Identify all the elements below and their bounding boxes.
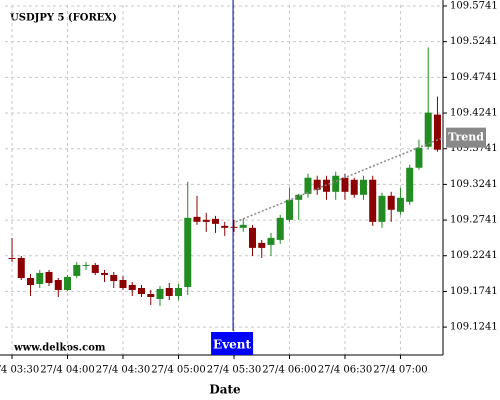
- event-label: Event: [213, 338, 251, 352]
- candle-body: [184, 217, 192, 287]
- y-tick-label: 109.3741: [450, 143, 498, 154]
- candle-body: [332, 175, 340, 192]
- y-tick-label: 109.4241: [450, 108, 498, 119]
- candle-body: [387, 195, 395, 210]
- candle-body: [156, 288, 164, 299]
- candle-body: [378, 195, 386, 222]
- candle-body: [267, 237, 275, 245]
- candle-body: [369, 179, 377, 222]
- candle-body: [138, 287, 146, 294]
- candle-body: [415, 147, 423, 168]
- y-tick-label: 109.3241: [450, 179, 498, 190]
- candle-body: [54, 280, 62, 290]
- candle-body: [239, 224, 247, 228]
- event-box: [211, 332, 254, 355]
- candle-body: [359, 179, 367, 195]
- candle-body: [101, 272, 109, 275]
- x-tick-label: 27/4 06:00: [262, 365, 316, 376]
- trend-box: [446, 127, 486, 148]
- candle-body: [128, 285, 136, 290]
- candle-body: [424, 112, 432, 147]
- y-tick-label: 109.5741: [450, 0, 498, 11]
- candle-body: [110, 274, 118, 282]
- candle-body: [202, 219, 210, 222]
- candle-body: [64, 276, 72, 290]
- candle-body: [193, 216, 201, 222]
- x-tick-label: 27/4 04:00: [40, 365, 94, 376]
- candle-body: [406, 167, 414, 202]
- candle-body: [350, 179, 358, 195]
- candle-body: [8, 257, 16, 259]
- candle-body: [341, 177, 349, 192]
- y-tick-label: 109.2241: [450, 250, 498, 261]
- candle-body: [295, 194, 303, 200]
- x-tick-label: 27/4 03:30: [0, 365, 39, 376]
- x-tick-label: 27/4 06:30: [318, 365, 372, 376]
- x-axis-label: Date: [209, 383, 241, 397]
- candle-body: [147, 293, 155, 297]
- trend-label: Trend: [448, 131, 484, 144]
- candle-body: [36, 272, 44, 285]
- candle-body: [27, 278, 35, 285]
- candle-body: [276, 217, 284, 240]
- candle-body: [73, 264, 81, 276]
- candle-body: [45, 271, 53, 284]
- plot: 109.1241 109.1741 109.2241 109.2741 109.3241…: [0, 0, 498, 376]
- candle-body: [17, 257, 25, 279]
- candle-body: [258, 242, 266, 248]
- candle-body: [304, 177, 312, 194]
- y-tick-label: 109.4741: [450, 72, 498, 83]
- candle-body: [211, 218, 219, 224]
- x-tick-label: 27/4 04:30: [96, 365, 150, 376]
- candle-body: [221, 225, 229, 228]
- candle-body: [433, 114, 441, 150]
- candle-body: [174, 287, 182, 296]
- y-tick-label: 109.1241: [450, 322, 498, 333]
- trend-line: [235, 136, 444, 223]
- candle-body: [91, 264, 99, 273]
- y-tick-label: 109.1741: [450, 286, 498, 297]
- candle-body: [230, 226, 238, 228]
- y-tick-label: 109.5241: [450, 36, 498, 47]
- candle-body: [396, 197, 404, 212]
- x-tick-label: 27/4 07:00: [373, 365, 427, 376]
- candle-body: [313, 179, 321, 190]
- x-tick-label: 27/4 05:00: [151, 365, 205, 376]
- candle-body: [248, 227, 256, 248]
- x-tick-label: 27/4 05:30: [207, 365, 261, 376]
- watermark: www.delkos.com: [13, 343, 106, 354]
- candle-body: [285, 199, 293, 220]
- chart-title: USDJPY 5 (FOREX): [10, 13, 117, 24]
- y-tick-label: 109.2741: [450, 215, 498, 226]
- candle-body: [82, 264, 90, 266]
- candle-body: [165, 287, 173, 296]
- candle-body: [119, 280, 127, 288]
